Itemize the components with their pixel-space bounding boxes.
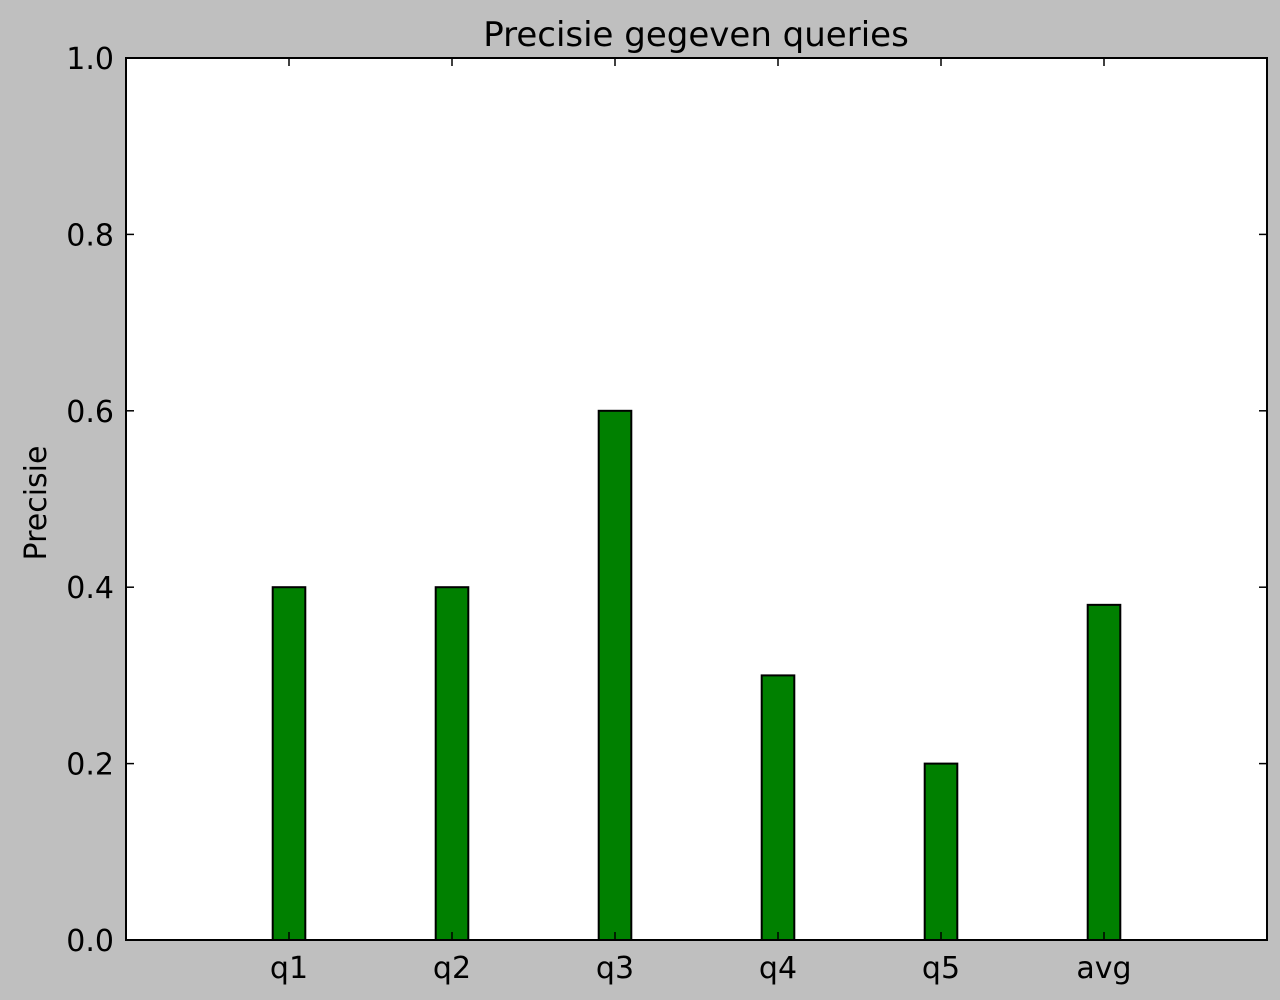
bar-q4 [760,674,796,942]
bar-q2 [434,586,470,941]
x-tick-label: q5 [922,951,960,986]
y-axis-label: Precisie [19,446,54,561]
y-tick-label: 0.0 [66,924,114,959]
plot-area [126,58,1267,940]
bars-group [271,409,1122,942]
bar-avg [1086,603,1122,942]
y-tick-label: 0.6 [66,395,114,430]
y-tick-label: 0.4 [66,571,114,606]
x-tick-label: q1 [270,951,308,986]
tick-labels-group: q1 q2 q3 q4 q5 avg 0.0 0.2 0.4 0.6 0.8 1.0 [66,42,1131,986]
bar-q1 [271,586,307,941]
bar-q5 [923,762,959,941]
x-tick-label: avg [1076,951,1131,986]
bar-q3 [597,409,633,941]
x-tick-label: q2 [433,951,471,986]
chart-title: Precisie gegeven queries [483,15,909,55]
y-tick-label: 1.0 [66,42,114,77]
plot-frame [125,57,1268,941]
x-tick-label: q3 [596,951,634,986]
x-tick-label: q4 [759,951,797,986]
y-tick-label: 0.8 [66,218,114,253]
y-tick-label: 0.2 [66,748,114,783]
